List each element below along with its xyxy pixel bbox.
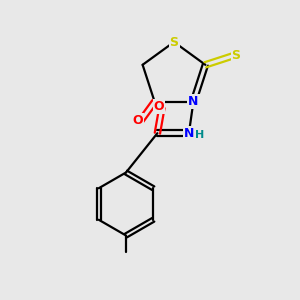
Text: S: S [232, 50, 241, 62]
Text: N: N [188, 95, 199, 108]
Text: H: H [195, 130, 204, 140]
Text: S: S [169, 35, 178, 49]
Text: O: O [133, 114, 143, 127]
Text: N: N [184, 127, 194, 140]
Text: O: O [154, 100, 164, 113]
